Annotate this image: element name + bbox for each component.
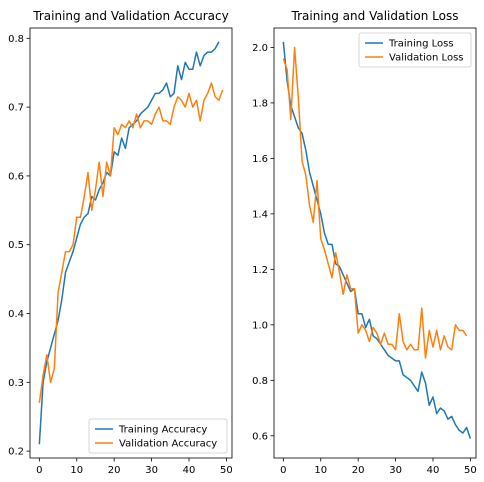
loss-y-ticks: 0.6 0.8 1.0 1.2 1.4 1.6 1.8 2.0 [252,43,274,442]
loss-plot-frame [273,27,477,459]
loss-x-tick-label: 50 [464,465,477,476]
accuracy-y-tick-label: 0.2 [8,447,24,458]
accuracy-y-tick-label: 0.5 [8,240,24,251]
loss-x-tick-label: 40 [427,465,440,476]
loss-x-tick-label: 30 [389,465,402,476]
accuracy-x-ticks: 0 10 20 30 40 50 [36,458,233,476]
accuracy-x-tick-label: 30 [145,465,158,476]
loss-legend-box [358,32,472,68]
loss-chart-title: Training and Validation Loss [291,9,459,23]
accuracy-y-tick-label: 0.7 [8,103,24,114]
validation-loss-line [282,46,468,359]
accuracy-subplot: Training and Validation Accuracy 0 10 20 30… [8,9,233,476]
accuracy-plot-frame [29,27,233,459]
accuracy-y-tick-label: 0.3 [8,378,24,389]
validation-accuracy-line [38,82,224,404]
accuracy-legend-box [88,418,228,454]
accuracy-x-tick-label: 10 [70,465,83,476]
loss-y-tick-label: 1.8 [252,98,268,109]
loss-x-tick-label: 0 [280,465,286,476]
loss-x-ticks: 0 10 20 30 40 50 [280,458,477,476]
loss-x-tick-label: 10 [314,465,327,476]
accuracy-x-tick-label: 40 [183,465,196,476]
accuracy-y-tick-label: 0.8 [8,34,24,45]
loss-y-tick-label: 1.2 [252,265,268,276]
loss-y-tick-label: 1.4 [252,209,268,220]
validation-loss-legend-label: Validation Loss [389,53,464,64]
training-loss-line [282,41,472,439]
accuracy-x-tick-label: 20 [108,465,121,476]
accuracy-x-tick-label: 50 [220,465,233,476]
loss-subplot: Training and Validation Loss 0 10 20 30 40 50… [252,9,477,476]
validation-accuracy-legend-label: Validation Accuracy [119,439,217,450]
accuracy-y-tick-label: 0.6 [8,171,24,182]
training-loss-legend-label: Training Loss [388,39,454,50]
training-accuracy-line [38,41,220,445]
loss-y-tick-label: 0.8 [252,376,268,387]
accuracy-x-tick-label: 0 [36,465,42,476]
loss-series [282,41,472,439]
loss-y-tick-label: 1.6 [252,154,268,165]
loss-y-tick-label: 0.6 [252,431,268,442]
loss-x-tick-label: 20 [352,465,365,476]
training-accuracy-legend-label: Training Accuracy [118,425,207,436]
loss-legend: Training Loss Validation Loss [358,32,472,68]
accuracy-y-ticks: 0.2 0.3 0.4 0.5 0.6 0.7 0.8 [8,34,30,458]
accuracy-series [38,41,224,445]
loss-y-tick-label: 2.0 [252,43,268,54]
accuracy-legend: Training Accuracy Validation Accuracy [88,418,228,454]
accuracy-chart-title: Training and Validation Accuracy [32,9,228,23]
loss-y-tick-label: 1.0 [252,320,268,331]
accuracy-y-tick-label: 0.4 [8,309,24,320]
